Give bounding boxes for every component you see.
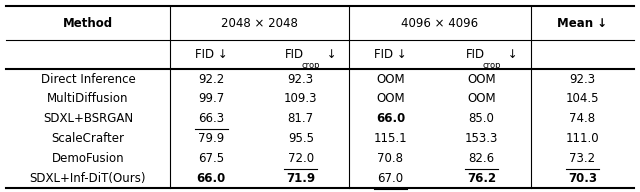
- Text: OOM: OOM: [467, 92, 496, 105]
- Text: 85.0: 85.0: [468, 112, 495, 125]
- Text: 66.3: 66.3: [198, 112, 224, 125]
- Text: 81.7: 81.7: [288, 112, 314, 125]
- Text: FID: FID: [285, 48, 304, 61]
- Text: crop: crop: [483, 61, 500, 70]
- Text: 67.0: 67.0: [378, 172, 403, 185]
- Text: 109.3: 109.3: [284, 92, 317, 105]
- Text: 4096 × 4096: 4096 × 4096: [401, 17, 479, 30]
- Text: 82.6: 82.6: [468, 152, 495, 165]
- Text: 95.5: 95.5: [288, 132, 314, 145]
- Text: crop: crop: [301, 61, 320, 70]
- Text: OOM: OOM: [376, 73, 404, 86]
- Text: ↓: ↓: [323, 48, 337, 61]
- Text: 115.1: 115.1: [374, 132, 407, 145]
- Text: Method: Method: [63, 17, 113, 30]
- Text: 92.3: 92.3: [570, 73, 595, 86]
- Text: FID ↓: FID ↓: [374, 48, 407, 61]
- Text: DemoFusion: DemoFusion: [52, 152, 124, 165]
- Text: OOM: OOM: [376, 92, 404, 105]
- Text: 92.3: 92.3: [288, 73, 314, 86]
- Text: FID ↓: FID ↓: [195, 48, 228, 61]
- Text: 2048 × 2048: 2048 × 2048: [221, 17, 298, 30]
- Text: 70.3: 70.3: [568, 172, 597, 185]
- Text: 74.8: 74.8: [570, 112, 595, 125]
- Text: FID: FID: [466, 48, 484, 61]
- Text: SDXL+Inf-DiT(Ours): SDXL+Inf-DiT(Ours): [29, 172, 147, 185]
- Text: 79.9: 79.9: [198, 132, 225, 145]
- Text: 70.8: 70.8: [378, 152, 403, 165]
- Text: 73.2: 73.2: [570, 152, 595, 165]
- Text: 111.0: 111.0: [566, 132, 599, 145]
- Text: Mean ↓: Mean ↓: [557, 17, 607, 30]
- Text: ScaleCrafter: ScaleCrafter: [51, 132, 125, 145]
- Text: 66.0: 66.0: [376, 112, 405, 125]
- Text: 92.2: 92.2: [198, 73, 225, 86]
- Text: SDXL+BSRGAN: SDXL+BSRGAN: [43, 112, 133, 125]
- Text: 72.0: 72.0: [288, 152, 314, 165]
- Text: 67.5: 67.5: [198, 152, 224, 165]
- Text: OOM: OOM: [467, 73, 496, 86]
- Text: 71.9: 71.9: [286, 172, 316, 185]
- Text: 153.3: 153.3: [465, 132, 499, 145]
- Text: MultiDiffusion: MultiDiffusion: [47, 92, 129, 105]
- Text: 104.5: 104.5: [566, 92, 599, 105]
- Text: ↓: ↓: [504, 48, 518, 61]
- Text: 66.0: 66.0: [196, 172, 226, 185]
- Text: Direct Inference: Direct Inference: [40, 73, 136, 86]
- Text: 76.2: 76.2: [467, 172, 496, 185]
- Text: 99.7: 99.7: [198, 92, 225, 105]
